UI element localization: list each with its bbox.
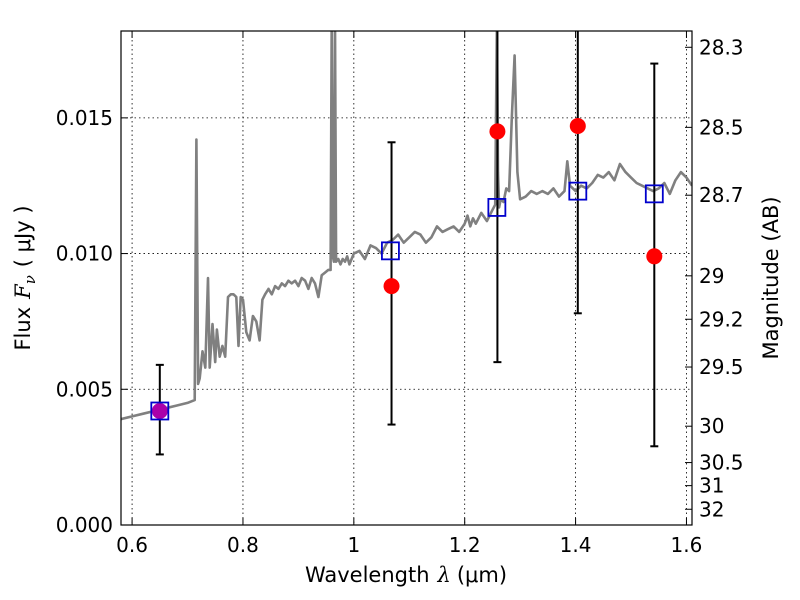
observed-point: [151, 403, 168, 419]
x-tick-label: 1.6: [671, 533, 703, 557]
y2-tick-label: 28.5: [699, 115, 744, 139]
y2-tick-label: 30: [699, 414, 724, 438]
x-tick-label: 0.6: [116, 533, 148, 557]
observed-point: [569, 118, 586, 134]
y-axis-title: FluxFν( μJy ): [11, 205, 39, 350]
axis-ticks: 0.6 0.8 1 1.2 1.4 1.6 0.000 0.005 0.010 0.015 28.3…: [56, 31, 744, 557]
y-tick-label: 0.005: [56, 377, 113, 401]
model-spectrum: [121, 31, 692, 421]
model-photometry-square: [150, 401, 170, 421]
x-tick-label: 0.8: [227, 533, 259, 557]
y2-tick-label: 32: [699, 497, 724, 521]
x-tick-label: 1: [347, 533, 360, 557]
model-photometry-square: [568, 181, 588, 201]
y2-tick-label: 29.5: [699, 355, 744, 379]
y-tick-label: 0.010: [56, 242, 113, 266]
y2-tick-label: 28.7: [699, 183, 744, 207]
x-axis-title: Wavelength λ (μm): [305, 563, 507, 587]
grid: [121, 31, 692, 525]
data-markers: [150, 118, 664, 421]
x-tick-label: 1.2: [449, 533, 481, 557]
observed-point: [383, 278, 400, 295]
model-photometry-square: [644, 184, 664, 204]
y-tick-label: 0.000: [56, 513, 113, 537]
observed-point: [646, 248, 663, 265]
y2-tick-label: 29.2: [699, 307, 744, 331]
spectrum-line: [121, 31, 692, 421]
y2-tick-label: 29: [699, 264, 724, 288]
y2-tick-label: 30.5: [699, 451, 744, 475]
model-photometry-square: [381, 241, 400, 261]
model-photometry-square: [487, 198, 507, 217]
y-tick-label: 0.015: [56, 106, 113, 130]
observed-point: [489, 123, 506, 140]
y2-tick-label: 31: [699, 474, 724, 498]
y2-tick-label: 28.3: [699, 35, 744, 59]
plot-frame: [120, 30, 693, 526]
x-tick-label: 1.4: [560, 533, 592, 557]
y2-axis-title: Magnitude (AB): [759, 196, 783, 359]
